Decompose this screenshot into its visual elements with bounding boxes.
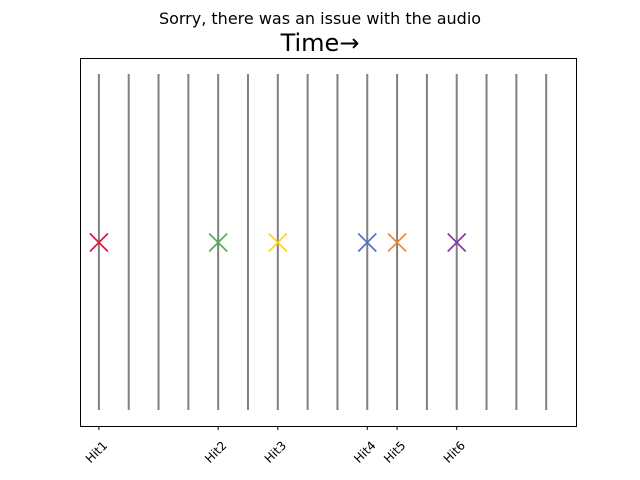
hit-marker-1 (89, 232, 109, 253)
hit-marker-4 (357, 232, 377, 253)
chart-subtitle: Sorry, there was an issue with the audio (158, 9, 482, 28)
x-tick-label-3: Hit3 (262, 438, 289, 465)
x-tick-label-5: Hit5 (381, 438, 408, 465)
x-tick-label-4: Hit4 (351, 438, 378, 465)
hit-marker-5 (387, 232, 407, 253)
chart-title: Time→ (280, 29, 360, 57)
x-tick-label-6: Hit6 (441, 438, 468, 465)
x-ticks-group: Hit1 Hit2 Hit3 Hit4 Hit5 Hit6 (83, 426, 468, 466)
hit-marker-6 (447, 232, 467, 253)
vertical-lines-group (97, 74, 548, 410)
hit-markers-group (89, 232, 467, 253)
hit-marker-2 (208, 232, 228, 253)
x-tick-label-2: Hit2 (202, 438, 229, 465)
axes-frame (80, 58, 577, 427)
hit-marker-3 (268, 232, 288, 253)
x-tick-label-1: Hit1 (83, 438, 110, 465)
